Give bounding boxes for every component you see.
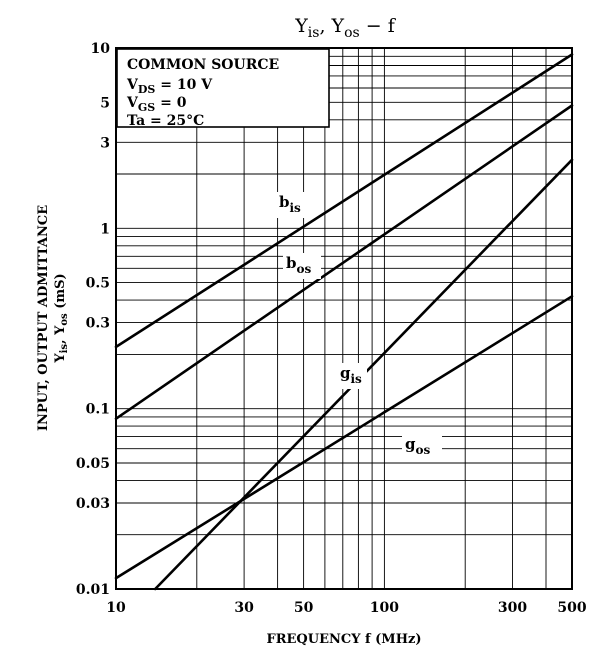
y-tick-label: 3 (100, 135, 110, 151)
y-tick-label: 0.1 (86, 402, 110, 418)
chart-title: Yis, Yos − f (294, 15, 396, 41)
condition-common-source: COMMON SOURCE (127, 57, 279, 73)
y-tick-labels: 0.01 0.03 0.05 0.1 0.3 0.5 1 3 5 10 (76, 41, 110, 598)
grid (116, 48, 572, 589)
y-tick-label: 5 (100, 95, 110, 111)
label-bis-bg (276, 192, 306, 218)
series-lines (114, 53, 574, 591)
label-bos-bg (283, 253, 321, 279)
x-tick-label: 30 (234, 600, 254, 616)
x-tick-labels: 10 30 50 100 300 500 (106, 600, 587, 616)
series-line-bis (114, 53, 574, 349)
y-axis-label: INPUT, OUTPUT ADMITTANCE Yis, Yos (mS) (36, 205, 70, 431)
condition-vgs: VGS = 0 (126, 95, 187, 114)
y-tick-label: 0.5 (86, 276, 110, 292)
label-bis: bis (279, 193, 301, 215)
x-tick-label: 500 (557, 600, 586, 616)
series-line-bos (114, 104, 574, 421)
label-gos-bg (402, 434, 442, 460)
y-tick-label: 0.01 (76, 582, 110, 598)
x-tick-label: 50 (294, 600, 314, 616)
label-gis-bg (337, 363, 367, 389)
series-line-gos (114, 294, 574, 580)
y-tick-label: 0.3 (86, 316, 110, 332)
label-gos: gos (405, 435, 431, 457)
label-bos: bos (286, 254, 312, 276)
y-axis-label-line2: Yis, Yos (mS) (53, 273, 70, 363)
condition-vds: VDS = 10 V (126, 77, 213, 96)
x-tick-label: 100 (370, 600, 399, 616)
y-tick-label: 1 (100, 221, 110, 237)
plot-frame (115, 47, 573, 590)
y-tick-label: 10 (91, 41, 111, 57)
label-gis: gis (340, 364, 362, 386)
condition-temperature: Ta = 25°C (127, 113, 204, 129)
y-tick-label: 0.03 (76, 496, 110, 512)
y-tick-label: 0.05 (76, 456, 110, 472)
y-axis-label-line1: INPUT, OUTPUT ADMITTANCE (36, 205, 51, 431)
x-axis-label: FREQUENCY f (MHz) (266, 632, 421, 647)
x-tick-label: 300 (498, 600, 527, 616)
x-tick-label: 10 (106, 600, 126, 616)
